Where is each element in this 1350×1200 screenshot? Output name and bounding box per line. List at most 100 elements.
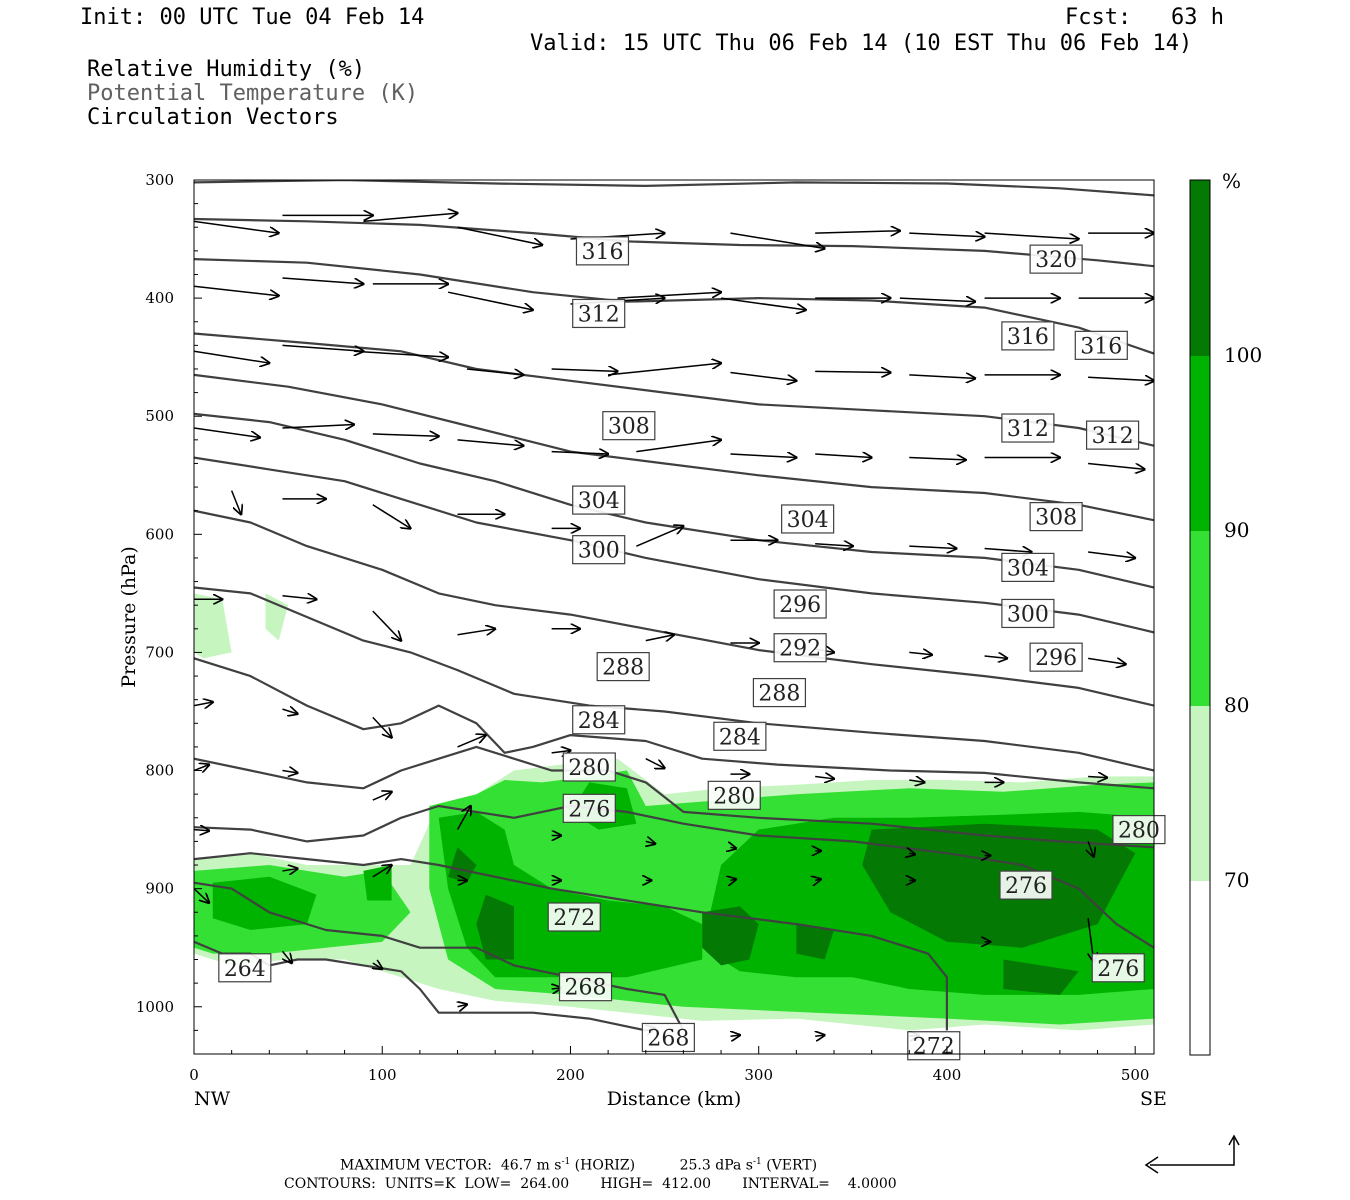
circulation-vector-59 xyxy=(645,635,674,641)
circulation-vector-29 xyxy=(909,375,975,379)
circulation-vector-33 xyxy=(282,424,354,428)
isentrope-label-box xyxy=(572,298,626,329)
circulation-vector-98 xyxy=(194,888,209,903)
isentrope-320 xyxy=(194,180,1154,197)
circulation-vector-87 xyxy=(194,830,209,831)
isentrope-label-25: 276 xyxy=(999,870,1053,900)
colorbar-tick-70: 70 xyxy=(1224,868,1249,892)
circulation-vector-101 xyxy=(458,1004,467,1006)
circulation-vector-25 xyxy=(551,369,618,371)
circulation-vector-81 xyxy=(646,841,655,843)
isentrope-280 xyxy=(194,745,1154,849)
max-vector-vert: 25.3 dPa s xyxy=(679,1157,753,1174)
rh-region-1 xyxy=(194,593,232,659)
circulation-vector-28 xyxy=(815,371,890,372)
colorbar-unit: % xyxy=(1222,169,1241,193)
x-tick-label: 300 xyxy=(744,1066,773,1084)
circulation-vector-89 xyxy=(372,865,392,878)
isentrope-label-text: 264 xyxy=(224,957,266,982)
isentrope-label-text: 312 xyxy=(1092,424,1134,449)
isentrope-label-text: 316 xyxy=(1007,325,1049,350)
y-axis-label: Pressure (hPa) xyxy=(118,546,140,688)
circulation-vector-43 xyxy=(230,490,241,515)
circulation-vector-35 xyxy=(457,439,524,446)
isentrope-label-box xyxy=(781,504,835,534)
circulation-vector-86 xyxy=(1088,841,1094,856)
circulation-vector-38 xyxy=(730,454,796,458)
circulation-vector-31 xyxy=(1088,377,1154,381)
isentrope-label-box xyxy=(1001,598,1055,629)
colorbar-tick-100: 100 xyxy=(1224,343,1262,367)
isentrope-label-text: 296 xyxy=(779,593,821,618)
isentrope-label-text: 300 xyxy=(1007,602,1049,627)
isentrope-label-box xyxy=(1001,552,1055,582)
isentrope-label-text: 268 xyxy=(647,1026,689,1051)
isentrope-label-text: 276 xyxy=(568,797,610,822)
circulation-vector-21 xyxy=(194,350,269,363)
isentrope-label-16: 296 xyxy=(1029,642,1083,672)
init-time: Init: 00 UTC Tue 04 Feb 14 xyxy=(80,5,425,30)
isentrope-label-22: 280 xyxy=(707,780,761,810)
y-tick-label: 400 xyxy=(145,289,174,307)
isentrope-label-9: 304 xyxy=(781,504,835,534)
circulation-vector-68 xyxy=(457,735,486,748)
circulation-vector-78 xyxy=(372,792,392,801)
isentrope-312 xyxy=(194,258,1154,355)
isentrope-label-box xyxy=(1091,953,1145,983)
circulation-vector-5 xyxy=(730,232,824,248)
x-axis-label: Distance (km) xyxy=(607,1088,742,1110)
y-tick-label: 300 xyxy=(145,171,174,189)
circulation-vector-105 xyxy=(815,1035,824,1036)
isentrope-label-box xyxy=(562,752,616,782)
isentrope-label-3: 316 xyxy=(1001,321,1055,351)
isentrope-label-text: 272 xyxy=(553,906,595,931)
isentrope-label-30: 268 xyxy=(641,1022,695,1053)
circulation-vector-34 xyxy=(372,434,439,436)
isentrope-label-text: 280 xyxy=(713,784,755,809)
circulation-vector-7 xyxy=(909,233,984,237)
isentrope-label-box xyxy=(641,1022,695,1053)
isentrope-label-29: 268 xyxy=(558,972,613,1002)
forecast-hour: Fcst: 63 h xyxy=(1065,5,1224,30)
vector-layer xyxy=(194,213,1154,1036)
isentrope-label-14: 300 xyxy=(1001,598,1055,629)
colorbar-swatch-below-70 xyxy=(1190,881,1210,1055)
circulation-vector-67 xyxy=(372,716,392,737)
circulation-vector-11 xyxy=(282,277,363,284)
max-vector-horiz: 46.7 m s xyxy=(500,1157,562,1174)
circulation-vector-79 xyxy=(456,806,471,830)
isentrope-label-box xyxy=(1074,330,1128,360)
x-tick-label: 0 xyxy=(189,1066,199,1084)
circulation-vector-13 xyxy=(447,291,533,310)
isentrope-label-box xyxy=(218,953,272,983)
max-vector-line: MAXIMUM VECTOR: 46.7 m s-1 (HORIZ) 25.3 … xyxy=(340,1157,818,1174)
circulation-vector-27 xyxy=(730,371,796,381)
valid-time: Valid: 15 UTC Thu 06 Feb 14 (10 EST Thu … xyxy=(530,31,1193,56)
isentrope-label-4: 316 xyxy=(1074,330,1128,360)
isentrope-label-1: 320 xyxy=(1029,244,1083,274)
circulation-vector-65 xyxy=(194,702,213,706)
isentrope-label-text: 284 xyxy=(719,725,761,750)
isentrope-label-box xyxy=(1001,413,1055,443)
contour-info: CONTOURS: UNITS=K LOW= 264.00 HIGH= 412.… xyxy=(284,1176,897,1192)
circulation-vector-84 xyxy=(909,853,915,854)
circulation-vector-72 xyxy=(815,776,834,778)
isentrope-label-12: 304 xyxy=(1001,552,1055,582)
circulation-vector-15 xyxy=(617,292,722,299)
isentrope-label-23: 280 xyxy=(1112,814,1166,845)
isentrope-label-27: 272 xyxy=(547,902,601,932)
circulation-vector-24 xyxy=(466,368,523,375)
isentrope-label-text: 308 xyxy=(608,415,650,440)
plot-frame xyxy=(193,179,1155,1055)
circulation-vector-6 xyxy=(815,231,900,233)
circulation-vector-8 xyxy=(984,232,1079,239)
isentrope-label-box xyxy=(752,677,807,708)
isentrope-label-text: 304 xyxy=(787,508,829,533)
circulation-vector-63 xyxy=(984,656,1008,658)
isentrope-label-21: 280 xyxy=(562,752,616,782)
legend-relative-humidity: Relative Humidity (%) xyxy=(87,57,366,82)
isentrope-label-6: 312 xyxy=(1001,413,1055,443)
circulation-vector-93 xyxy=(730,879,736,880)
y-tick-label: 800 xyxy=(145,762,174,780)
